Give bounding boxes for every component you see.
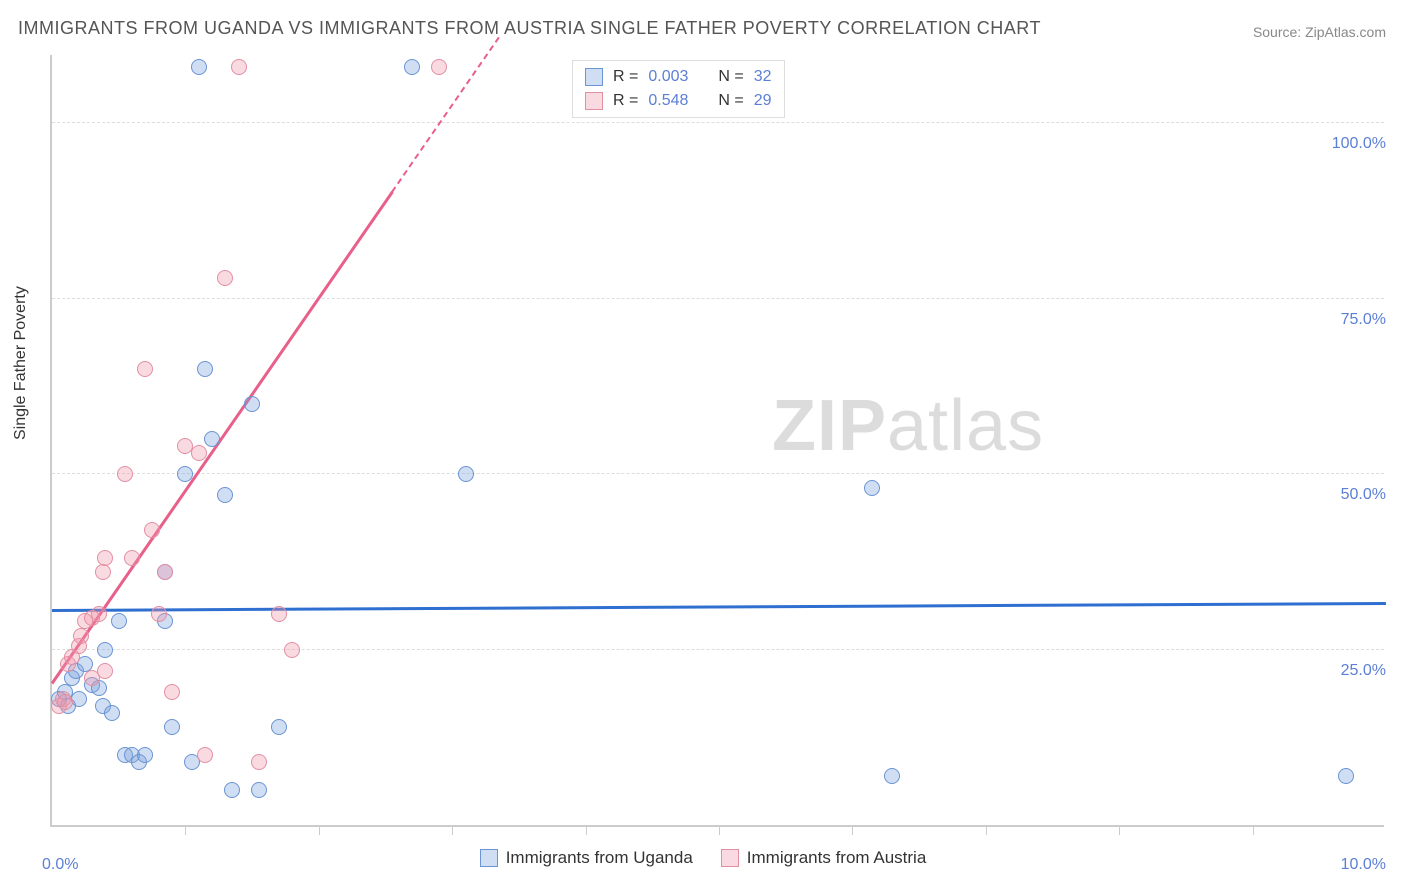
series-legend: Immigrants from Uganda Immigrants from Au… bbox=[0, 848, 1406, 872]
data-point bbox=[271, 606, 287, 622]
legend-item: Immigrants from Uganda bbox=[480, 848, 693, 868]
source-link[interactable]: ZipAtlas.com bbox=[1305, 24, 1386, 40]
watermark-bold: ZIP bbox=[772, 386, 887, 466]
data-point bbox=[1338, 768, 1354, 784]
data-point bbox=[177, 466, 193, 482]
data-point bbox=[191, 445, 207, 461]
watermark-light: atlas bbox=[887, 386, 1044, 466]
x-tick bbox=[319, 825, 320, 835]
data-point bbox=[91, 606, 107, 622]
data-point bbox=[251, 754, 267, 770]
legend-r-label: R = bbox=[613, 89, 638, 113]
legend-r-value: 0.003 bbox=[648, 65, 688, 89]
y-tick-label: 25.0% bbox=[1341, 662, 1386, 680]
data-point bbox=[884, 768, 900, 784]
watermark: ZIPatlas bbox=[772, 385, 1044, 467]
x-tick bbox=[185, 825, 186, 835]
gridline bbox=[52, 298, 1384, 299]
data-point bbox=[197, 747, 213, 763]
data-point bbox=[71, 691, 87, 707]
data-point bbox=[284, 642, 300, 658]
x-tick bbox=[452, 825, 453, 835]
legend-swatch bbox=[721, 849, 739, 867]
y-tick-label: 50.0% bbox=[1341, 486, 1386, 504]
trend-line bbox=[52, 602, 1386, 612]
source-attribution: Source: ZipAtlas.com bbox=[1253, 24, 1386, 40]
x-tick bbox=[1253, 825, 1254, 835]
legend-series-name: Immigrants from Uganda bbox=[506, 848, 693, 868]
legend-n-value: 29 bbox=[754, 89, 772, 113]
data-point bbox=[73, 628, 89, 644]
data-point bbox=[117, 466, 133, 482]
gridline bbox=[52, 473, 1384, 474]
legend-swatch bbox=[480, 849, 498, 867]
data-point bbox=[111, 613, 127, 629]
data-point bbox=[231, 59, 247, 75]
y-tick-label: 100.0% bbox=[1332, 135, 1386, 153]
legend-row: R = 0.548 N = 29 bbox=[585, 89, 772, 113]
gridline bbox=[52, 122, 1384, 123]
chart-plot-area: ZIPatlas R = 0.003 N = 32 R = 0.548 N = 29 bbox=[50, 55, 1384, 827]
data-point bbox=[104, 705, 120, 721]
legend-swatch bbox=[585, 92, 603, 110]
x-tick bbox=[719, 825, 720, 835]
data-point bbox=[864, 480, 880, 496]
data-point bbox=[57, 694, 73, 710]
source-prefix: Source: bbox=[1253, 24, 1305, 40]
data-point bbox=[404, 59, 420, 75]
data-point bbox=[137, 361, 153, 377]
correlation-legend: R = 0.003 N = 32 R = 0.548 N = 29 bbox=[572, 60, 785, 118]
data-point bbox=[151, 606, 167, 622]
data-point bbox=[217, 270, 233, 286]
legend-n-value: 32 bbox=[754, 65, 772, 89]
data-point bbox=[137, 747, 153, 763]
data-point bbox=[97, 663, 113, 679]
data-point bbox=[197, 361, 213, 377]
data-point bbox=[224, 782, 240, 798]
x-tick bbox=[852, 825, 853, 835]
x-tick bbox=[1119, 825, 1120, 835]
data-point bbox=[95, 564, 111, 580]
data-point bbox=[204, 431, 220, 447]
data-point bbox=[191, 59, 207, 75]
y-axis-label: Single Father Poverty bbox=[12, 286, 30, 440]
data-point bbox=[458, 466, 474, 482]
data-point bbox=[144, 522, 160, 538]
y-tick-label: 75.0% bbox=[1341, 311, 1386, 329]
data-point bbox=[124, 550, 140, 566]
gridline bbox=[52, 649, 1384, 650]
legend-r-value: 0.548 bbox=[648, 89, 688, 113]
legend-swatch bbox=[585, 68, 603, 86]
legend-row: R = 0.003 N = 32 bbox=[585, 65, 772, 89]
legend-item: Immigrants from Austria bbox=[721, 848, 927, 868]
data-point bbox=[271, 719, 287, 735]
data-point bbox=[431, 59, 447, 75]
x-tick bbox=[986, 825, 987, 835]
data-point bbox=[251, 782, 267, 798]
chart-title: IMMIGRANTS FROM UGANDA VS IMMIGRANTS FRO… bbox=[18, 18, 1041, 39]
data-point bbox=[164, 684, 180, 700]
legend-n-label: N = bbox=[718, 89, 743, 113]
legend-series-name: Immigrants from Austria bbox=[747, 848, 927, 868]
data-point bbox=[157, 564, 173, 580]
legend-n-label: N = bbox=[718, 65, 743, 89]
data-point bbox=[164, 719, 180, 735]
data-point bbox=[97, 550, 113, 566]
legend-r-label: R = bbox=[613, 65, 638, 89]
x-tick bbox=[586, 825, 587, 835]
data-point bbox=[244, 396, 260, 412]
data-point bbox=[97, 642, 113, 658]
data-point bbox=[217, 487, 233, 503]
